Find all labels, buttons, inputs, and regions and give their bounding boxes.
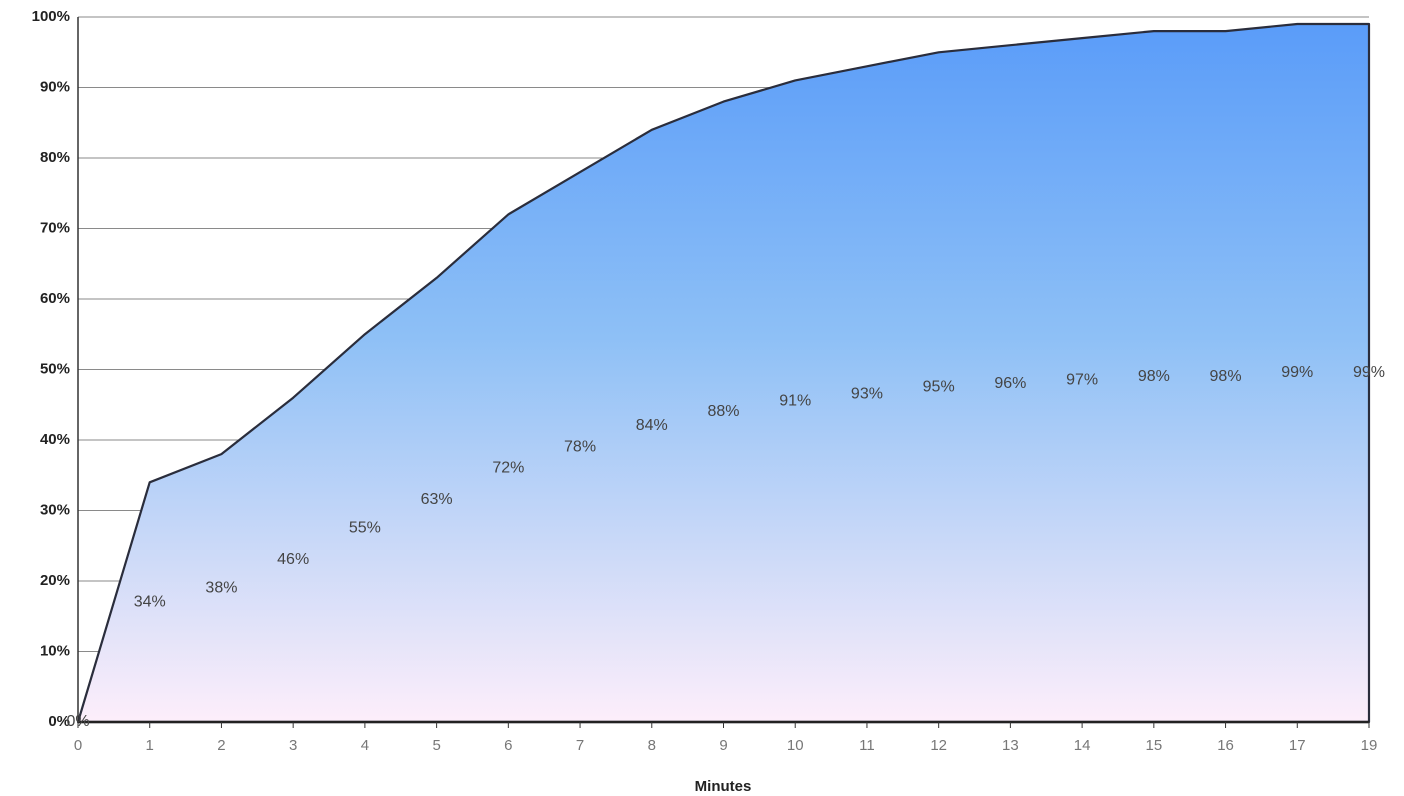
data-label: 98% [1138,368,1170,385]
y-tick-label: 80% [40,149,70,166]
data-label: 91% [779,392,811,409]
data-label: 72% [492,459,524,476]
y-tick-label: 40% [40,431,70,448]
y-tick-label: 20% [40,572,70,589]
data-label: 98% [1210,368,1242,385]
x-tick-label: 16 [1217,737,1234,754]
y-tick-label: 90% [40,78,70,95]
data-label: 97% [1066,371,1098,388]
data-label: 0% [66,713,89,730]
x-axis-title: Minutes [695,778,752,795]
data-label: 78% [564,438,596,455]
x-tick-label: 14 [1074,737,1091,754]
y-tick-label: 30% [40,501,70,518]
x-tick-label: 12 [930,737,947,754]
data-label: 34% [134,593,166,610]
x-tick-label: 9 [719,737,727,754]
data-label: 93% [851,385,883,402]
x-tick-label: 17 [1289,737,1306,754]
x-tick-label: 4 [361,737,369,754]
data-label: 46% [277,551,309,568]
x-tick-label: 5 [432,737,440,754]
x-tick-label: 6 [504,737,512,754]
x-tick-label: 3 [289,737,297,754]
x-tick-label: 8 [648,737,656,754]
x-tick-label: 19 [1361,737,1378,754]
y-tick-label: 0% [48,713,70,730]
x-tick-label: 7 [576,737,584,754]
x-tick-label: 1 [146,737,154,754]
x-tick-label: 13 [1002,737,1019,754]
y-tick-label: 100% [32,8,70,25]
area [76,22,1371,724]
x-tick-label: 15 [1145,737,1162,754]
x-tick-label: 2 [217,737,225,754]
data-label: 99% [1281,364,1313,381]
data-label: 95% [923,378,955,395]
y-tick-label: 70% [40,219,70,236]
x-tick-label: 11 [859,737,875,754]
data-label: 99% [1353,364,1385,381]
y-tick-label: 10% [40,642,70,659]
x-tick-label: 0 [74,737,82,754]
y-tick-label: 60% [40,290,70,307]
data-label: 63% [421,491,453,508]
data-label: 88% [707,403,739,420]
x-tick-label: 10 [787,737,804,754]
y-tick-label: 50% [40,360,70,377]
data-label: 38% [205,579,237,596]
data-label: 96% [994,375,1026,392]
data-label: 55% [349,519,381,536]
data-label: 84% [636,417,668,434]
